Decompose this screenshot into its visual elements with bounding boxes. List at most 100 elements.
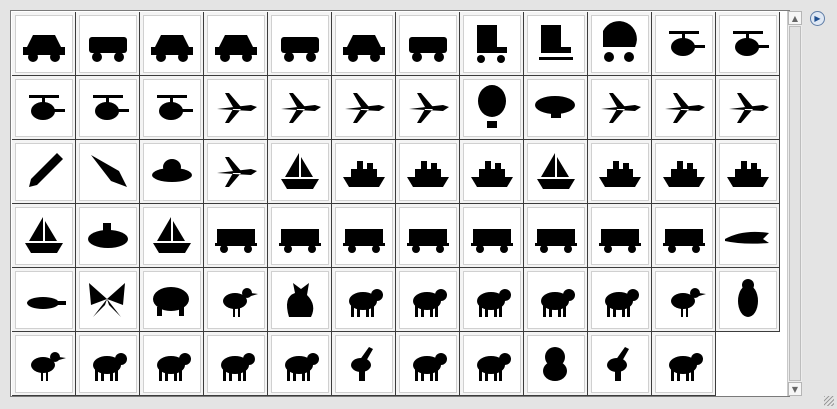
shape-cell-box-car[interactable] [396, 204, 460, 268]
shape-cell-school-bus[interactable] [268, 12, 332, 76]
shape-cell-hound[interactable] [460, 268, 524, 332]
shape-cell-sailboat-small[interactable] [524, 140, 588, 204]
shape-cell-weasel[interactable] [332, 268, 396, 332]
triangle-right-icon: ▶ [814, 13, 821, 23]
shape-thumb [590, 206, 649, 265]
shape-cell-jet-fighter[interactable] [716, 76, 780, 140]
shape-cell-rocket-fins[interactable] [76, 140, 140, 204]
shape-cell-race-car[interactable] [140, 12, 204, 76]
scroll-thumb[interactable] [789, 26, 801, 381]
shape-cell-horse[interactable] [140, 332, 204, 396]
toy-helicopter-icon [28, 94, 65, 120]
shape-cell-roller-skate[interactable] [460, 12, 524, 76]
roller-skate-icon [476, 24, 507, 63]
butterfly-icon [88, 282, 125, 317]
shape-cell-bullet-train[interactable] [588, 204, 652, 268]
shape-cell-ocean-liner[interactable] [652, 140, 716, 204]
shape-thumb [718, 14, 777, 73]
shape-cell-tugboat[interactable] [460, 140, 524, 204]
shape-cell-otter[interactable] [76, 332, 140, 396]
shape-cell-deer[interactable] [268, 332, 332, 396]
shape-cell-platypus[interactable] [12, 268, 76, 332]
shape-cell-submarine[interactable] [76, 204, 140, 268]
shape-cell-bus[interactable] [76, 12, 140, 76]
shape-thumb [462, 14, 521, 73]
shape-cell-airliner[interactable] [332, 76, 396, 140]
vertical-scrollbar[interactable]: ▲ ▼ [787, 11, 802, 396]
shape-thumb [270, 206, 329, 265]
shape-cell-biplane[interactable] [588, 76, 652, 140]
shape-cell-coal-car[interactable] [460, 204, 524, 268]
shape-cell-helicopter-star[interactable] [652, 12, 716, 76]
shape-cell-crane[interactable] [12, 332, 76, 396]
shape-thumb [590, 78, 649, 137]
shape-cell-ufo[interactable] [140, 140, 204, 204]
shape-cell-anteater[interactable] [524, 268, 588, 332]
shape-cell-speedboat[interactable] [332, 140, 396, 204]
panel-menu-button[interactable]: ▶ [810, 11, 825, 26]
shape-thumb [654, 270, 713, 329]
shape-cell-dog[interactable] [396, 268, 460, 332]
shape-cell-space-shuttle[interactable] [396, 76, 460, 140]
shape-cell-canoe[interactable] [588, 140, 652, 204]
shape-cell-freight-car[interactable] [268, 204, 332, 268]
shape-thumb [718, 270, 777, 329]
galleon-icon [24, 216, 63, 253]
shape-cell-helicopter-side[interactable] [76, 76, 140, 140]
shape-cell-lumber-car[interactable] [332, 204, 396, 268]
shape-cell-jet-plane[interactable] [204, 76, 268, 140]
shape-cell-rocket[interactable] [12, 140, 76, 204]
shape-cell-galleon[interactable] [12, 204, 76, 268]
shape-cell-caboose[interactable] [524, 204, 588, 268]
shape-thumb [78, 270, 137, 329]
shape-cell-taxi[interactable] [332, 12, 396, 76]
shape-cell-ice-skate[interactable] [524, 12, 588, 76]
shape-thumb [270, 142, 329, 201]
shape-cell-hippo[interactable] [140, 268, 204, 332]
shape-cell-car[interactable] [12, 12, 76, 76]
shape-cell-sedan[interactable] [204, 12, 268, 76]
shape-thumb [398, 206, 457, 265]
shape-thumb [142, 142, 201, 201]
shape-cell-hot-air-balloon[interactable] [460, 76, 524, 140]
resize-grip[interactable] [824, 396, 834, 406]
shape-cell-prop-plane[interactable] [268, 76, 332, 140]
shape-cell-toy-helicopter[interactable] [12, 76, 76, 140]
shape-cell-giraffe[interactable] [332, 332, 396, 396]
shape-cell-locomotive[interactable] [204, 204, 268, 268]
shape-cell-cruise-ship[interactable] [396, 140, 460, 204]
shape-cell-baby-carriage[interactable] [588, 12, 652, 76]
shape-cell-sailboat[interactable] [268, 140, 332, 204]
shape-cell-truck[interactable] [396, 12, 460, 76]
shape-thumb [398, 334, 457, 393]
shape-cell-horse-running[interactable] [204, 332, 268, 396]
sailboat-icon [280, 152, 319, 189]
shape-cell-passenger-car[interactable] [652, 204, 716, 268]
shape-cell-penguin[interactable] [716, 268, 780, 332]
shape-cell-windsurfer[interactable] [140, 204, 204, 268]
scroll-down-arrow-icon[interactable]: ▼ [788, 382, 802, 396]
shape-thumb [654, 14, 713, 73]
shape-cell-bird[interactable] [204, 268, 268, 332]
shape-thumb [654, 334, 713, 393]
freight-car-icon [278, 228, 321, 253]
shape-cell-helicopter-round[interactable] [140, 76, 204, 140]
shape-cell-cargo-ship[interactable] [716, 140, 780, 204]
shape-cell-elephant[interactable] [588, 268, 652, 332]
shape-cell-koala[interactable] [524, 332, 588, 396]
shape-thumb [206, 14, 265, 73]
shape-cell-alligator[interactable] [716, 204, 780, 268]
shape-cell-helicopter[interactable] [716, 12, 780, 76]
shape-cell-kangaroo[interactable] [588, 332, 652, 396]
shape-cell-antelope[interactable] [460, 332, 524, 396]
shape-cell-sheep[interactable] [652, 332, 716, 396]
shape-thumb [14, 78, 73, 137]
shape-cell-eagle[interactable] [652, 268, 716, 332]
shape-cell-butterfly[interactable] [76, 268, 140, 332]
shape-cell-cat[interactable] [268, 268, 332, 332]
shape-cell-blimp[interactable] [524, 76, 588, 140]
shape-cell-paper-plane[interactable] [204, 140, 268, 204]
shape-cell-ram[interactable] [396, 332, 460, 396]
shape-cell-airliner-side[interactable] [652, 76, 716, 140]
scroll-up-arrow-icon[interactable]: ▲ [788, 11, 802, 25]
